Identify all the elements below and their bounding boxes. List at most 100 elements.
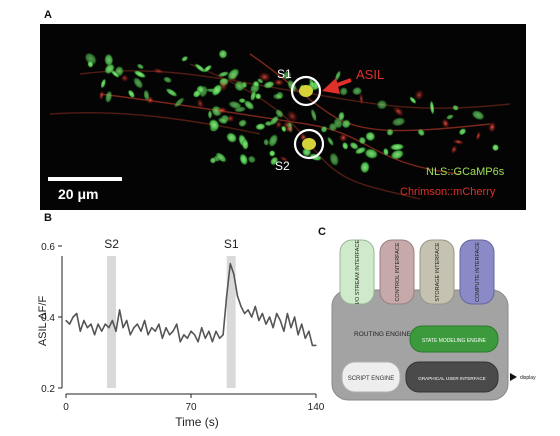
green-cell xyxy=(133,77,144,89)
green-cell xyxy=(339,87,348,96)
legend-gcamp: NLS::GCaMP6s xyxy=(426,166,505,178)
green-cell xyxy=(209,157,217,164)
green-cell xyxy=(471,110,485,121)
storage-interface: STORAGE INTERFACE xyxy=(419,239,455,305)
green-cell xyxy=(255,93,262,100)
data-point xyxy=(136,323,138,325)
green-cell xyxy=(84,52,97,65)
io-stream-interface: I/O STREAM INTERFACE xyxy=(339,239,375,305)
green-cell xyxy=(269,115,279,126)
green-cell xyxy=(268,134,278,147)
compute-label: COMPUTE INTERFACE xyxy=(475,242,481,302)
script-engine-label: SCRIPT ENGINE xyxy=(348,376,395,382)
data-point xyxy=(222,334,224,336)
red-cell xyxy=(300,133,307,141)
data-point xyxy=(72,316,74,318)
data-point xyxy=(204,337,206,339)
trace-chart: S2 S1 0.2 0.4 0.6 0 70 140 Time (s) ASIL ΔF/F xyxy=(0,222,330,431)
green-cell xyxy=(458,128,467,136)
data-point xyxy=(258,319,260,322)
green-cell xyxy=(194,63,206,73)
green-cell xyxy=(409,96,417,104)
red-cell xyxy=(99,90,105,100)
architecture-diagram-canvas: I/O STREAM INTERFACE CONTROL INTERFACE S… xyxy=(331,239,536,401)
green-cell xyxy=(338,111,345,121)
green-cell xyxy=(390,143,405,151)
data-point xyxy=(83,319,85,322)
data-point xyxy=(133,327,135,329)
data-point xyxy=(261,312,263,315)
series-line xyxy=(65,262,316,347)
red-cell xyxy=(393,106,404,117)
data-point xyxy=(240,305,242,307)
green-cell xyxy=(263,138,269,146)
stim-band-label: S1 xyxy=(224,237,239,251)
green-cell xyxy=(218,117,228,125)
stim-band xyxy=(226,256,236,388)
data-point xyxy=(190,330,192,332)
red-cell xyxy=(453,139,464,145)
green-cell xyxy=(358,136,366,145)
data-point xyxy=(315,344,317,346)
green-cell xyxy=(492,144,499,152)
compute-interface: COMPUTE INTERFACE xyxy=(459,239,495,305)
data-point xyxy=(179,341,181,343)
data-point xyxy=(76,312,78,315)
green-cell xyxy=(100,78,106,89)
green-cell xyxy=(383,148,389,156)
s1-label: S1 xyxy=(277,67,292,81)
data-point xyxy=(276,312,278,315)
red-cell xyxy=(120,74,129,82)
green-cell xyxy=(104,53,114,67)
x-tick-label: 70 xyxy=(185,402,197,413)
green-cell xyxy=(255,123,266,131)
green-cell xyxy=(228,101,242,109)
storage-label: STORAGE INTERFACE xyxy=(435,242,441,302)
data-point xyxy=(97,323,99,325)
green-cell xyxy=(218,71,229,77)
green-cell xyxy=(215,152,227,163)
x-tick-label: 140 xyxy=(308,402,325,413)
green-cell xyxy=(446,114,454,120)
data-point xyxy=(197,341,199,343)
data-point xyxy=(233,273,235,275)
data-point xyxy=(215,330,217,332)
data-point xyxy=(169,334,171,336)
data-point xyxy=(297,334,299,336)
data-point xyxy=(126,319,128,322)
data-point xyxy=(211,341,213,343)
data-point xyxy=(94,334,96,336)
green-cell xyxy=(165,88,178,97)
data-point xyxy=(65,319,67,322)
panel-c-letter: C xyxy=(318,226,326,238)
io-stream-label: I/O STREAM INTERFACE xyxy=(355,240,361,305)
x-tick-label: 0 xyxy=(63,402,69,413)
script-engine: SCRIPT ENGINE xyxy=(341,361,401,393)
green-cell xyxy=(127,89,135,99)
y-axis-label: ASIL ΔF/F xyxy=(37,296,49,347)
x-axis-label: Time (s) xyxy=(175,415,219,429)
data-point xyxy=(144,319,146,322)
data-point xyxy=(251,316,253,318)
routing-engine-label: ROUTING ENGINE xyxy=(354,331,411,338)
data-point xyxy=(304,337,306,339)
asil-label: ASIL xyxy=(356,67,384,82)
data-point xyxy=(104,323,106,325)
green-cell xyxy=(218,49,228,59)
data-point xyxy=(151,327,153,329)
green-cell xyxy=(211,84,223,96)
data-point xyxy=(236,295,238,297)
green-cell xyxy=(390,149,404,160)
data-point xyxy=(154,330,156,332)
scale-bar-label: 20 μm xyxy=(58,186,98,202)
data-point xyxy=(140,330,142,332)
data-point xyxy=(176,323,178,325)
green-cell xyxy=(193,90,201,98)
red-cell xyxy=(450,145,458,154)
data-point xyxy=(269,316,271,318)
data-point xyxy=(247,309,249,311)
green-cell xyxy=(364,148,378,159)
green-cell xyxy=(239,153,248,166)
green-cell xyxy=(247,155,256,164)
control-interface: CONTROL INTERFACE xyxy=(379,239,415,305)
